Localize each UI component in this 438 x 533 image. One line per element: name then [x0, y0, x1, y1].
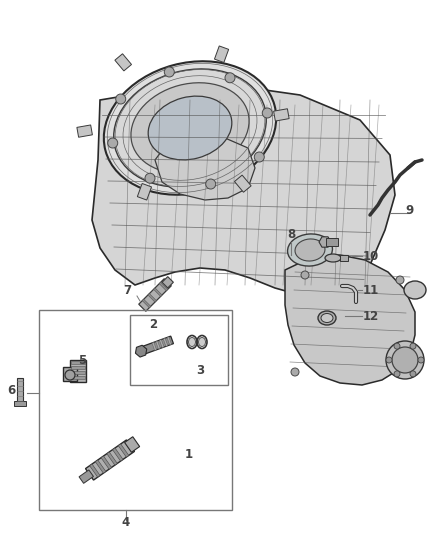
Text: 4: 4	[122, 516, 130, 529]
Ellipse shape	[392, 347, 418, 373]
Bar	[159, 282, 168, 291]
Ellipse shape	[104, 61, 276, 195]
Bar	[162, 277, 173, 288]
Circle shape	[206, 179, 215, 189]
Bar	[90, 464, 100, 477]
Ellipse shape	[287, 234, 332, 266]
Bar	[138, 183, 152, 200]
Ellipse shape	[321, 313, 333, 322]
Text: 6: 6	[7, 384, 15, 397]
Polygon shape	[319, 237, 331, 247]
Text: 3: 3	[196, 364, 204, 376]
Bar	[139, 279, 171, 311]
Bar	[17, 378, 23, 403]
Circle shape	[394, 371, 400, 377]
Text: 8: 8	[287, 229, 295, 241]
Polygon shape	[135, 345, 147, 357]
Bar	[70, 360, 86, 382]
Polygon shape	[92, 85, 395, 295]
Circle shape	[145, 173, 155, 183]
Bar	[115, 54, 131, 71]
Bar	[326, 238, 338, 246]
Bar	[79, 470, 93, 483]
Bar	[152, 342, 156, 351]
Bar	[167, 337, 172, 345]
Bar	[159, 340, 164, 348]
Ellipse shape	[65, 370, 75, 380]
Bar	[107, 452, 117, 465]
Bar	[154, 288, 162, 296]
Bar	[274, 109, 289, 121]
Text: 1: 1	[185, 448, 193, 462]
Circle shape	[404, 361, 412, 369]
Circle shape	[164, 67, 174, 77]
Bar	[77, 125, 92, 137]
Bar	[63, 367, 77, 381]
Circle shape	[418, 357, 424, 363]
Circle shape	[386, 357, 392, 363]
Text: 11: 11	[363, 284, 379, 296]
Text: 12: 12	[363, 310, 379, 322]
Ellipse shape	[386, 341, 424, 379]
Bar	[118, 444, 129, 457]
Bar	[71, 366, 85, 369]
Ellipse shape	[148, 96, 232, 160]
Circle shape	[410, 371, 416, 377]
Bar	[85, 440, 134, 480]
Ellipse shape	[131, 83, 249, 173]
Ellipse shape	[295, 239, 325, 261]
Circle shape	[225, 73, 235, 83]
Circle shape	[116, 94, 126, 104]
Bar	[39, 310, 232, 510]
Bar	[215, 46, 229, 62]
Text: 2: 2	[149, 319, 157, 332]
Circle shape	[262, 108, 272, 118]
Bar	[71, 371, 85, 374]
Ellipse shape	[404, 281, 426, 299]
Circle shape	[254, 152, 264, 162]
Bar	[142, 299, 151, 308]
Bar	[14, 401, 26, 406]
Polygon shape	[155, 135, 255, 200]
Bar	[124, 437, 140, 453]
Bar	[148, 294, 156, 302]
Ellipse shape	[318, 311, 336, 325]
Bar	[71, 361, 85, 364]
Circle shape	[394, 343, 400, 349]
Bar	[234, 175, 251, 192]
Text: 5: 5	[78, 353, 86, 367]
Circle shape	[291, 368, 299, 376]
Bar	[155, 341, 160, 349]
Circle shape	[301, 271, 309, 279]
Polygon shape	[285, 255, 415, 385]
Bar	[113, 448, 123, 461]
Bar	[95, 460, 106, 473]
Bar	[142, 336, 173, 354]
Text: 9: 9	[405, 204, 413, 216]
Ellipse shape	[188, 337, 195, 346]
Ellipse shape	[198, 337, 205, 346]
Circle shape	[396, 276, 404, 284]
Bar	[163, 338, 168, 346]
Ellipse shape	[114, 69, 266, 187]
Bar	[340, 255, 348, 261]
Bar	[71, 376, 85, 379]
Circle shape	[410, 343, 416, 349]
Circle shape	[108, 138, 118, 148]
Text: 10: 10	[363, 249, 379, 262]
Text: 7: 7	[123, 284, 131, 296]
Ellipse shape	[325, 254, 341, 262]
Bar	[101, 456, 112, 469]
Bar	[130, 315, 228, 385]
